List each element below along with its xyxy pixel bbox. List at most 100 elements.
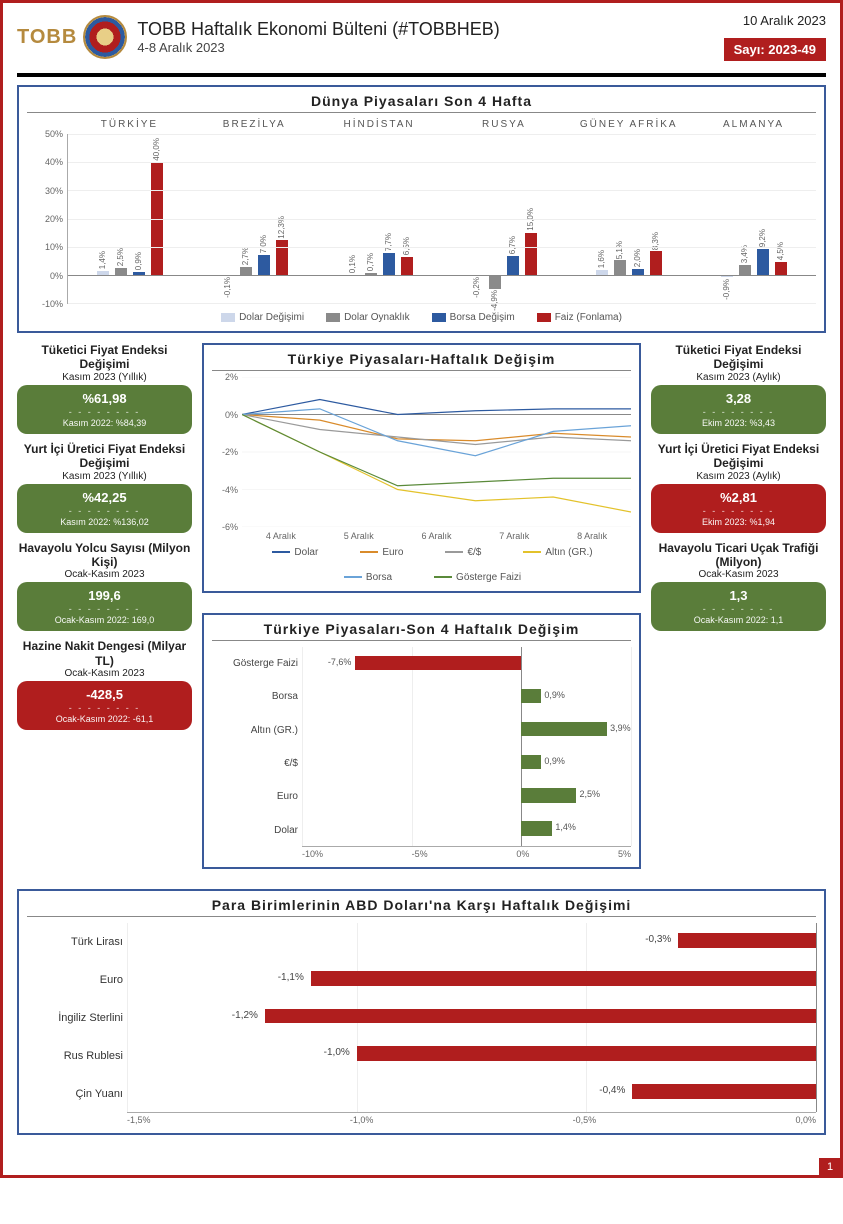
currency-label: Rus Rublesi <box>27 1050 123 1062</box>
hbar-label: Dolar <box>212 825 298 836</box>
x-tick: -10% <box>302 849 323 859</box>
kpi-sub: Kasım 2023 (Yıllık) <box>17 471 192 482</box>
hbar-value: -7,6% <box>328 657 352 667</box>
bar-label: 7,7% <box>384 233 393 251</box>
issue-badge: Sayı: 2023-49 <box>724 38 826 61</box>
kpi-prev: Ekim 2023: %1,94 <box>655 517 822 527</box>
x-label: 5 Aralık <box>344 531 374 541</box>
bar-label: 5,1% <box>615 241 624 259</box>
bar-label: 0,7% <box>366 253 375 271</box>
page-container: TOBB TOBB Haftalık Ekonomi Bülteni (#TOB… <box>0 0 843 1178</box>
hbar-bar <box>521 722 607 736</box>
currency-row: -1,0% <box>127 1043 816 1064</box>
currency-row: -0,3% <box>127 930 816 951</box>
kpi-value-box: %42,25- - - - - - - -Kasım 2022: %136,02 <box>17 484 192 533</box>
currency-row: -1,2% <box>127 1006 816 1027</box>
hbar-value: 0,9% <box>544 756 565 766</box>
kpi-sub: Ocak-Kasım 2023 <box>651 569 826 580</box>
hbar-bar <box>355 656 522 670</box>
publish-date: 10 Aralık 2023 <box>724 13 826 28</box>
hbar-value: 1,4% <box>555 822 576 832</box>
hbar-value: 3,9% <box>610 723 631 733</box>
kpi-value: %42,25 <box>21 490 188 505</box>
kpi-value: -428,5 <box>21 687 188 702</box>
currency-row: -0,4% <box>127 1081 816 1102</box>
hbar-label: Gösterge Faizi <box>212 658 298 669</box>
kpi-value-box: %2,81- - - - - - - -Ekim 2023: %1,94 <box>651 484 826 533</box>
page-number: 1 <box>819 1158 841 1176</box>
kpi-left-card: Tüketici Fiyat Endeksi DeğişimiKasım 202… <box>17 343 192 434</box>
hbar-row: 3,9% <box>302 720 631 738</box>
currency-label: Euro <box>27 974 123 986</box>
currency-bar <box>311 971 816 986</box>
currency-bar <box>265 1009 816 1024</box>
hbar-bar <box>521 689 541 703</box>
hbar-label: Borsa <box>212 691 298 702</box>
kpi-value-box: %61,98- - - - - - - -Kasım 2022: %84,39 <box>17 385 192 434</box>
x-tick: -0,5% <box>573 1115 597 1125</box>
line-series <box>242 415 631 513</box>
bar-label: 7,0% <box>259 235 268 253</box>
kpi-head: Tüketici Fiyat Endeksi Değişimi <box>651 343 826 372</box>
hbar-label: €/$ <box>212 758 298 769</box>
x-tick: -1,5% <box>127 1115 151 1125</box>
bar-label: 9,2% <box>758 229 767 247</box>
logo: TOBB <box>17 15 127 59</box>
currency-bar <box>678 933 816 948</box>
legend-item: €/$ <box>423 547 481 558</box>
kpi-left-card: Hazine Nakit Dengesi (Milyar TL)Ocak-Kas… <box>17 639 192 730</box>
hbar-row: -7,6% <box>302 654 631 672</box>
currencies-chart: Türk LirasıEuroİngiliz SterliniRus Ruble… <box>127 923 816 1113</box>
hbar-label: Euro <box>212 791 298 802</box>
x-tick: -1,0% <box>350 1115 374 1125</box>
kpi-head: Tüketici Fiyat Endeksi Değişimi <box>17 343 192 372</box>
x-tick: 0,0% <box>795 1115 816 1125</box>
kpi-sub: Ocak-Kasım 2023 <box>17 668 192 679</box>
header-center: TOBB Haftalık Ekonomi Bülteni (#TOBBHEB)… <box>137 19 713 55</box>
hbar-bar <box>521 788 576 802</box>
world-markets-legend: Dolar Değişimi Dolar Oynaklık Borsa Deği… <box>27 312 816 323</box>
hbar-4wk-panel: Türkiye Piyasaları-Son 4 Haftalık Değişi… <box>202 613 641 869</box>
logo-icon <box>83 15 127 59</box>
country-label: BREZİLYA <box>192 119 317 130</box>
hbar-value: 2,5% <box>579 789 600 799</box>
divider <box>17 73 826 77</box>
kpi-left-card: Havayolu Yolcu Sayısı (Milyon Kişi)Ocak-… <box>17 541 192 632</box>
hbar-4wk-title: Türkiye Piyasaları-Son 4 Haftalık Değişi… <box>212 621 631 641</box>
kpi-value: 3,28 <box>655 391 822 406</box>
x-label: 4 Aralık <box>266 531 296 541</box>
bar-label: -4,9% <box>490 290 499 311</box>
mid-center: Türkiye Piyasaları-Haftalık Değişim 2%0%… <box>202 343 641 879</box>
kpi-sub: Kasım 2023 (Aylık) <box>651 372 826 383</box>
kpi-value: 199,6 <box>21 588 188 603</box>
kpi-head: Havayolu Ticari Uçak Trafiği (Milyon) <box>651 541 826 570</box>
legend-borsa: Borsa Değişim <box>432 312 515 323</box>
legend-dolar: Dolar Değişimi <box>221 312 304 323</box>
currency-row: -1,1% <box>127 968 816 989</box>
kpi-right-card: Havayolu Ticari Uçak Trafiği (Milyon)Oca… <box>651 541 826 632</box>
bar-label: 2,7% <box>241 247 250 265</box>
header-right: 10 Aralık 2023 Sayı: 2023-49 <box>724 13 826 61</box>
header: TOBB TOBB Haftalık Ekonomi Bülteni (#TOB… <box>17 13 826 67</box>
hbar-row: 2,5% <box>302 786 631 804</box>
legend-item: Euro <box>338 547 403 558</box>
kpi-right-card: Tüketici Fiyat Endeksi DeğişimiKasım 202… <box>651 343 826 434</box>
world-markets-panel: Dünya Piyasaları Son 4 Hafta TÜRKİYEBREZ… <box>17 85 826 333</box>
kpi-value: 1,3 <box>655 588 822 603</box>
currency-label: Türk Lirası <box>27 936 123 948</box>
currency-value: -1,0% <box>324 1047 350 1058</box>
currencies-panel: Para Birimlerinin ABD Doları'na Karşı Ha… <box>17 889 826 1135</box>
hbar-label: Altın (GR.) <box>212 725 298 736</box>
bar-label: 4,5% <box>776 242 785 260</box>
bar-label: 3,4% <box>740 245 749 263</box>
legend-item: Borsa <box>322 572 392 583</box>
country-label: TÜRKİYE <box>67 119 192 130</box>
country-label: HİNDİSTAN <box>317 119 442 130</box>
kpi-value: %2,81 <box>655 490 822 505</box>
legend-item: Altın (GR.) <box>501 547 592 558</box>
bar-label: 40,0% <box>152 138 161 161</box>
logo-text: TOBB <box>17 26 77 49</box>
kpi-prev: Ekim 2023: %3,43 <box>655 418 822 428</box>
world-markets-chart: TÜRKİYEBREZİLYAHİNDİSTANRUSYAGÜNEY AFRİK… <box>27 119 816 323</box>
world-markets-title: Dünya Piyasaları Son 4 Hafta <box>27 93 816 113</box>
